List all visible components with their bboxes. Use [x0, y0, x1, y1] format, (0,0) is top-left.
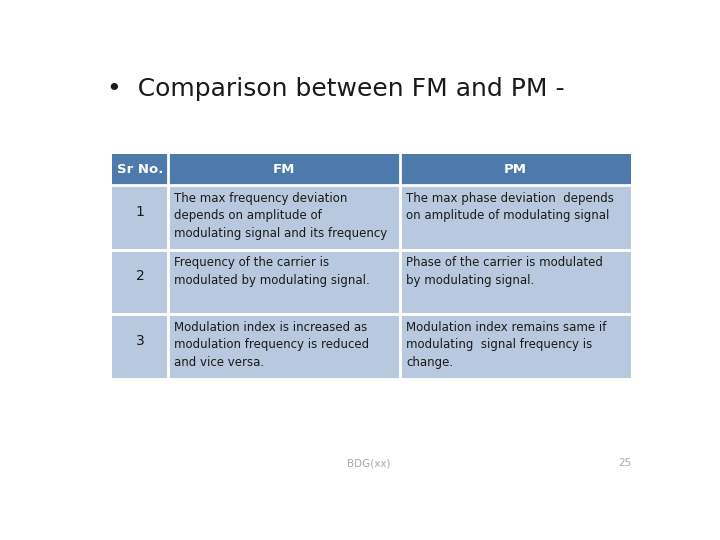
Bar: [168, 250, 400, 314]
Text: PM: PM: [504, 163, 527, 176]
Bar: [400, 314, 631, 379]
Text: BDG(xx): BDG(xx): [347, 458, 391, 468]
Bar: [112, 250, 168, 314]
Bar: [400, 185, 631, 250]
Text: Frequency of the carrier is
modulated by modulating signal.: Frequency of the carrier is modulated by…: [174, 256, 370, 287]
Text: The max frequency deviation
depends on amplitude of
modulating signal and its fr: The max frequency deviation depends on a…: [174, 192, 388, 240]
Bar: [168, 154, 400, 185]
Text: FM: FM: [272, 163, 295, 176]
Bar: [400, 250, 631, 314]
Bar: [112, 154, 168, 185]
Bar: [168, 185, 400, 250]
Bar: [112, 314, 168, 379]
Text: 25: 25: [618, 458, 631, 468]
Text: 1: 1: [135, 205, 145, 219]
Text: 2: 2: [135, 269, 145, 283]
Text: The max phase deviation  depends
on amplitude of modulating signal: The max phase deviation depends on ampli…: [406, 192, 614, 222]
Bar: [112, 185, 168, 250]
Text: Phase of the carrier is modulated
by modulating signal.: Phase of the carrier is modulated by mod…: [406, 256, 603, 287]
Text: Modulation index remains same if
modulating  signal frequency is
change.: Modulation index remains same if modulat…: [406, 321, 606, 368]
Bar: [400, 154, 631, 185]
Text: Sr No.: Sr No.: [117, 163, 163, 176]
Text: •  Comparison between FM and PM -: • Comparison between FM and PM -: [107, 77, 564, 102]
Text: Modulation index is increased as
modulation frequency is reduced
and vice versa.: Modulation index is increased as modulat…: [174, 321, 369, 368]
Text: 3: 3: [135, 334, 145, 348]
Bar: [168, 314, 400, 379]
